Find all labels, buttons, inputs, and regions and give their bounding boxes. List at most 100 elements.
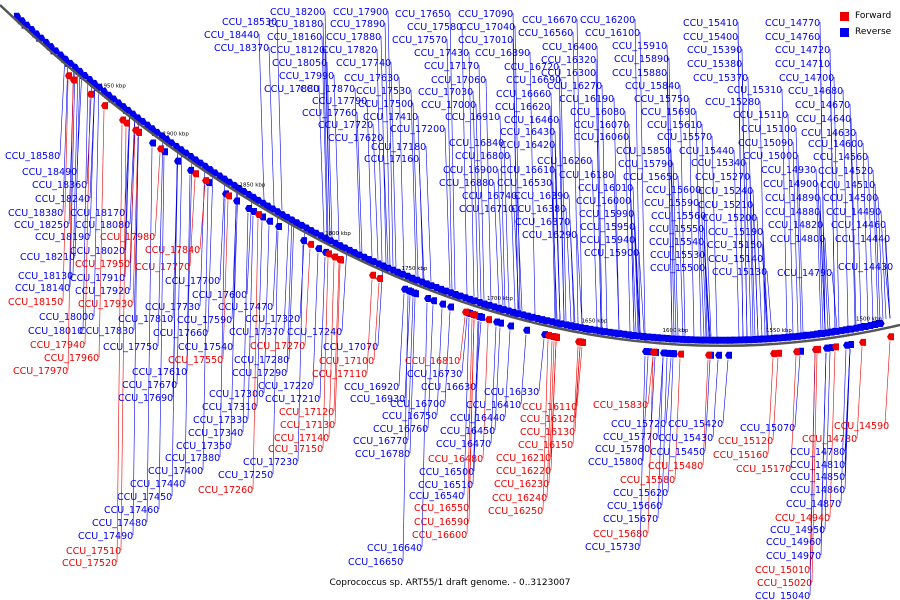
reverse-gene-label: CCU_17540	[178, 342, 233, 353]
reverse-leader-line	[639, 355, 646, 547]
reverse-gene-label: CCU_17090	[458, 9, 513, 20]
reverse-leader-line	[473, 321, 480, 472]
reverse-leader-line	[855, 131, 862, 325]
reverse-gene-label: CCU_15790	[618, 159, 673, 170]
reverse-gene-label: CCU_17790	[312, 96, 367, 107]
reverse-gene-label: CCU_16670	[522, 15, 577, 26]
forward-leader-line	[154, 153, 161, 237]
reverse-gene-label: CCU_17060	[431, 75, 486, 86]
reverse-gene-label: CCU_17440	[130, 479, 185, 490]
legend-reverse-label: Reverse	[855, 27, 892, 37]
reverse-leader-line	[377, 261, 384, 347]
forward-leader-line	[366, 279, 373, 374]
reverse-gene-label: CCU_15550	[649, 224, 704, 235]
reverse-gene-label: CCU_18360	[32, 180, 87, 191]
reverse-leader-line	[529, 51, 536, 315]
reverse-gene-label: CCU_16890	[475, 48, 530, 59]
kbp-tick-label: 1650 kbp	[582, 318, 608, 324]
forward-leader-line	[459, 316, 466, 361]
reverse-leader-line	[382, 136, 389, 264]
reverse-leader-line	[341, 244, 348, 332]
reverse-leader-line	[884, 237, 891, 319]
forward-leader-line	[322, 258, 329, 449]
reverse-gene-label: CCU_14560	[813, 152, 868, 163]
reverse-leader-line	[568, 194, 575, 323]
reverse-gene-label: CCU_15310	[727, 85, 782, 96]
kbp-tick-label: 1600 kbp	[663, 328, 689, 334]
reverse-leader-line	[372, 123, 379, 260]
forward-leader-line	[132, 136, 139, 304]
reverse-gene-label: CCU_17200	[390, 124, 445, 135]
reverse-gene-glyph	[470, 297, 480, 305]
reverse-leader-line	[749, 175, 756, 337]
reverse-gene-label: CCU_18380	[8, 208, 63, 219]
reverse-gene-label: CCU_15540	[649, 237, 704, 248]
reverse-leader-line	[418, 157, 425, 279]
reverse-gene-label: CCU_17990	[279, 71, 334, 82]
reverse-leader-line	[412, 102, 419, 277]
reverse-leader-line	[670, 149, 677, 336]
reverse-leader-line	[324, 48, 331, 237]
reverse-leader-line	[711, 135, 718, 337]
reverse-gene-label: CCU_17180	[371, 142, 426, 153]
reverse-leader-line	[503, 141, 510, 308]
reverse-gene-label: CCU_14810	[790, 460, 845, 471]
reverse-leader-line	[538, 339, 545, 392]
reverse-gene-label: CCU_16010	[578, 183, 633, 194]
reverse-gene-label: CCU_15530	[650, 250, 705, 261]
forward-gene-glyph	[814, 345, 821, 353]
reverse-gene-label: CCU_15900	[584, 248, 639, 259]
forward-gene-glyph	[642, 347, 649, 355]
reverse-leader-line	[819, 35, 826, 330]
reverse-leader-line	[762, 257, 769, 336]
forward-leader-line	[856, 346, 863, 439]
reverse-leader-line	[468, 51, 475, 297]
reverse-gene-label: CCU_15380	[687, 59, 742, 70]
reverse-leader-line	[792, 141, 799, 334]
reverse-gene-glyph	[846, 325, 856, 333]
reverse-leader-line	[698, 201, 705, 337]
reverse-leader-line	[722, 359, 729, 424]
reverse-gene-label: CCU_14700	[779, 73, 834, 84]
genome-caption: Coprococcus sp. ART55/1 draft genome. - …	[329, 578, 571, 588]
reverse-gene-glyph	[267, 205, 277, 213]
reverse-gene-label: CCU_17910	[70, 273, 125, 284]
reverse-leader-line	[632, 186, 639, 333]
forward-gene-label: CCU_16810	[405, 356, 460, 367]
reverse-gene-label: CCU_14850	[790, 472, 845, 483]
reverse-leader-line	[874, 183, 881, 321]
reverse-leader-line	[872, 169, 879, 321]
reverse-gene-label: CCU_17160	[364, 154, 419, 165]
forward-gene-glyph	[469, 311, 476, 319]
forward-gene-label: CCU_17840	[145, 245, 200, 256]
reverse-gene-glyph	[484, 301, 494, 309]
reverse-leader-line	[797, 154, 804, 333]
reverse-leader-line	[747, 76, 754, 337]
reverse-leader-line	[794, 355, 801, 428]
reverse-gene-label: CCU_17690	[118, 393, 173, 404]
reverse-gene-label: CCU_17170	[424, 61, 479, 72]
forward-gene-label: CCU_15830	[593, 400, 648, 411]
reverse-leader-line	[354, 87, 361, 252]
reverse-leader-line	[199, 162, 206, 307]
gene-labels: CCU_18530CCU_18440CCU_18370CCU_18200CCU_…	[5, 7, 893, 600]
reverse-gene-label: CCU_15720	[611, 419, 666, 430]
reverse-leader-line	[514, 25, 521, 311]
forward-leader-line	[647, 356, 654, 405]
reverse-gene-label: CCU_15500	[650, 263, 705, 274]
reverse-gene-label: CCU_17760	[302, 108, 357, 119]
reverse-gene-label: CCU_17500	[358, 99, 413, 110]
reverse-leader-line	[493, 181, 500, 305]
forward-gene-label: CCU_15580	[620, 475, 675, 486]
reverse-leader-line	[756, 216, 763, 336]
reverse-gene-label: CCU_16630	[421, 382, 476, 393]
reverse-leader-line	[158, 156, 165, 510]
forward-gene-glyph	[325, 250, 332, 258]
forward-leader-line	[334, 264, 341, 425]
reverse-leader-line	[398, 293, 405, 387]
reverse-leader-line	[407, 297, 414, 441]
reverse-leader-line	[733, 149, 740, 337]
reverse-gene-label: CCU_16930	[350, 394, 405, 405]
reverse-gene-label: CCU_16530	[497, 178, 552, 189]
reverse-gene-label: CCU_14770	[765, 18, 820, 29]
